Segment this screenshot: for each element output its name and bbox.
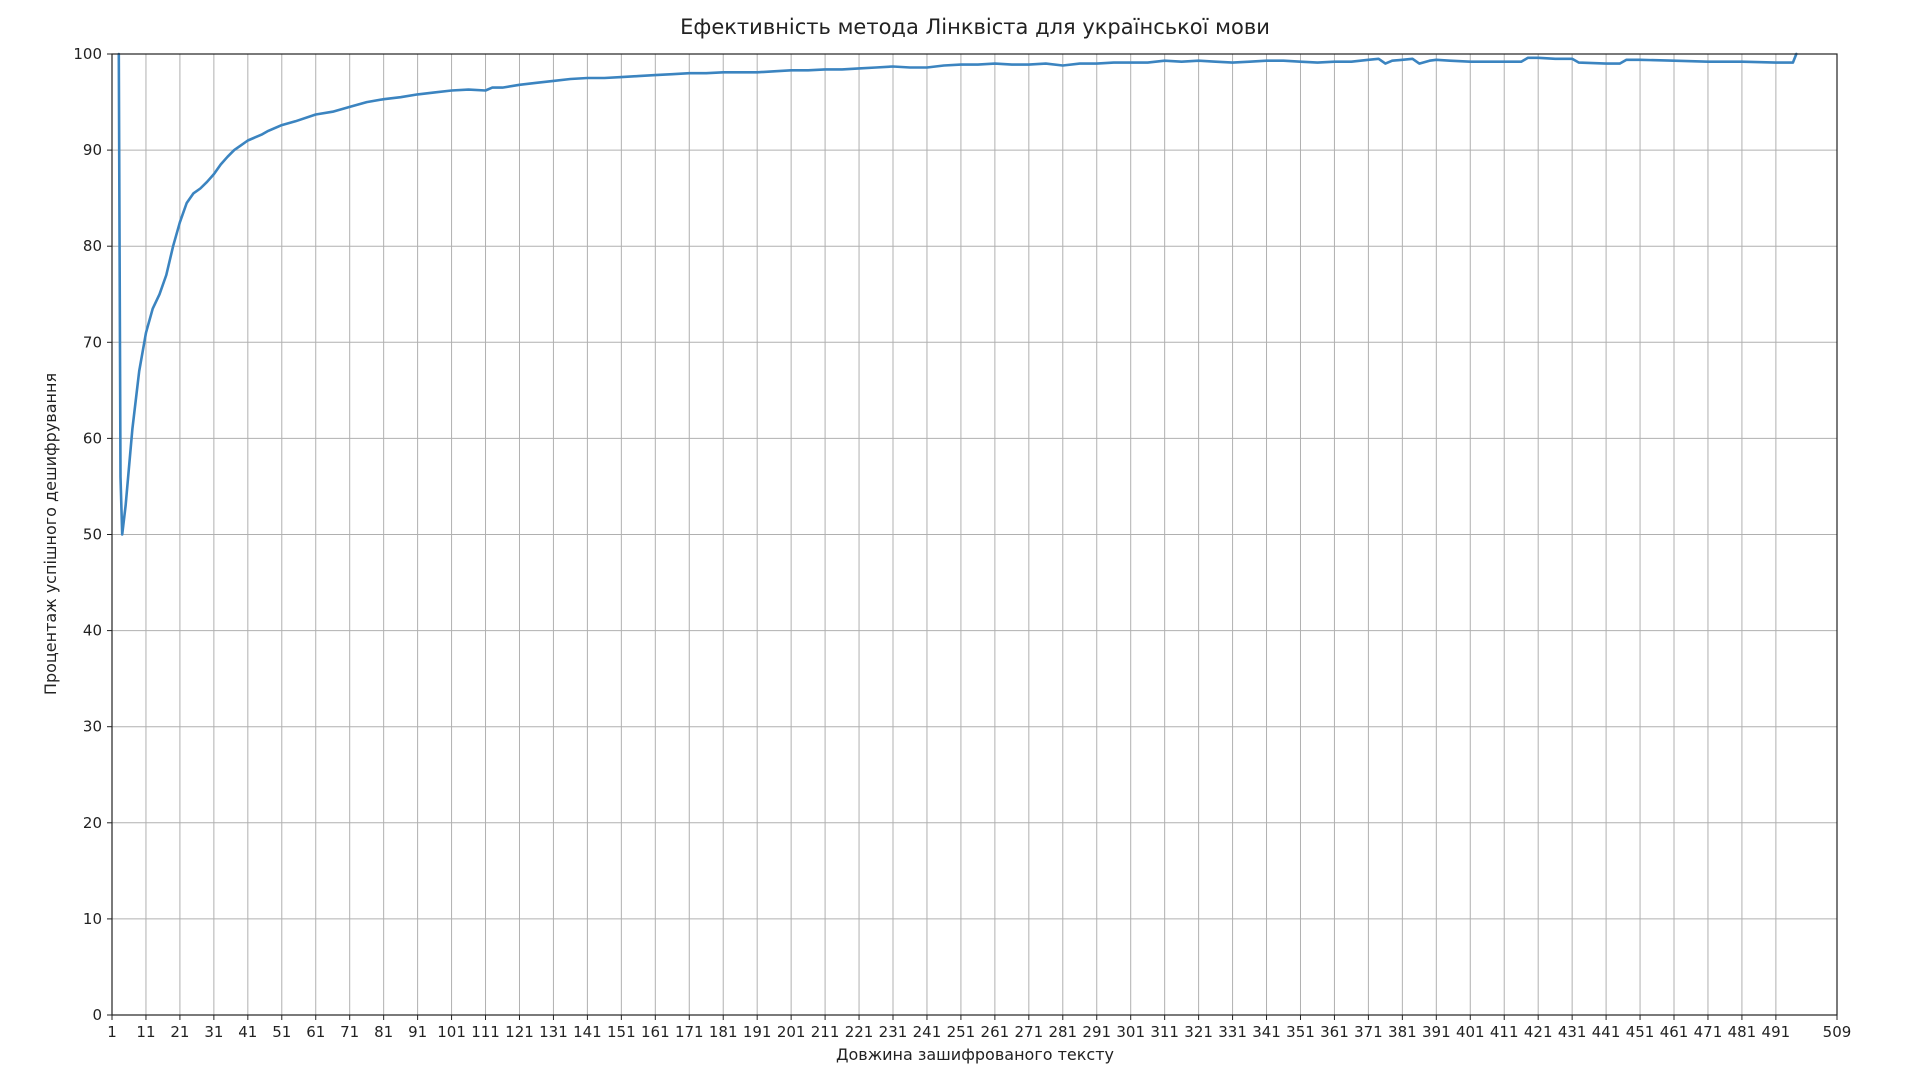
x-tick-label: 31 bbox=[204, 1023, 223, 1041]
x-tick-label: 141 bbox=[573, 1023, 602, 1041]
x-tick-label: 51 bbox=[272, 1023, 291, 1041]
x-tick-label: 111 bbox=[471, 1023, 500, 1041]
x-tick-label: 101 bbox=[437, 1023, 466, 1041]
y-tick-label: 80 bbox=[83, 237, 102, 255]
x-tick-label: 121 bbox=[505, 1023, 534, 1041]
x-tick-label: 401 bbox=[1456, 1023, 1485, 1041]
x-tick-label: 281 bbox=[1048, 1023, 1077, 1041]
x-tick-label: 251 bbox=[947, 1023, 976, 1041]
x-tick-label: 471 bbox=[1694, 1023, 1723, 1041]
x-tick-label: 301 bbox=[1116, 1023, 1145, 1041]
x-tick-label: 221 bbox=[845, 1023, 874, 1041]
x-tick-label: 91 bbox=[408, 1023, 427, 1041]
x-tick-label: 11 bbox=[136, 1023, 155, 1041]
x-tick-label: 509 bbox=[1823, 1023, 1852, 1041]
y-tick-label: 30 bbox=[83, 718, 102, 736]
x-tick-label: 181 bbox=[709, 1023, 738, 1041]
y-tick-label: 60 bbox=[83, 429, 102, 447]
y-tick-label: 10 bbox=[83, 910, 102, 928]
x-tick-label: 131 bbox=[539, 1023, 568, 1041]
x-tick-label: 341 bbox=[1252, 1023, 1281, 1041]
x-tick-label: 311 bbox=[1150, 1023, 1179, 1041]
x-tick-label: 481 bbox=[1728, 1023, 1757, 1041]
x-tick-label: 361 bbox=[1320, 1023, 1349, 1041]
x-tick-label: 331 bbox=[1218, 1023, 1247, 1041]
x-tick-label: 71 bbox=[340, 1023, 359, 1041]
y-tick-label: 50 bbox=[83, 526, 102, 544]
axis-ticks: 1 11 21 31 41 51 61 71 81 91 101 111 121 131 141 151 161… bbox=[73, 45, 1851, 1041]
x-tick-label: 461 bbox=[1660, 1023, 1689, 1041]
series-layer bbox=[117, 52, 1798, 536]
chart-title: Ефективність метода Лінквіста для україн… bbox=[680, 15, 1270, 39]
series-line bbox=[117, 52, 1798, 536]
x-tick-label: 231 bbox=[879, 1023, 908, 1041]
x-tick-label: 451 bbox=[1626, 1023, 1655, 1041]
x-tick-label: 41 bbox=[238, 1023, 257, 1041]
x-tick-label: 381 bbox=[1388, 1023, 1417, 1041]
x-tick-label: 291 bbox=[1082, 1023, 1111, 1041]
x-tick-label: 351 bbox=[1286, 1023, 1315, 1041]
y-tick-label: 0 bbox=[92, 1006, 102, 1024]
x-tick-label: 491 bbox=[1762, 1023, 1791, 1041]
x-tick-label: 61 bbox=[306, 1023, 325, 1041]
x-tick-label: 191 bbox=[743, 1023, 772, 1041]
y-tick-label: 100 bbox=[73, 45, 102, 63]
x-tick-label: 261 bbox=[981, 1023, 1010, 1041]
y-tick-label: 40 bbox=[83, 622, 102, 640]
x-tick-label: 201 bbox=[777, 1023, 806, 1041]
x-tick-label: 161 bbox=[641, 1023, 670, 1041]
x-axis-label: Довжина зашифрованого тексту bbox=[836, 1045, 1114, 1064]
x-tick-label: 371 bbox=[1354, 1023, 1383, 1041]
x-tick-label: 411 bbox=[1490, 1023, 1519, 1041]
x-tick-label: 441 bbox=[1592, 1023, 1621, 1041]
x-tick-label: 151 bbox=[607, 1023, 636, 1041]
x-tick-label: 171 bbox=[675, 1023, 704, 1041]
x-tick-label: 431 bbox=[1558, 1023, 1587, 1041]
x-tick-label: 1 bbox=[107, 1023, 117, 1041]
x-tick-label: 211 bbox=[811, 1023, 840, 1041]
x-tick-label: 421 bbox=[1524, 1023, 1553, 1041]
y-tick-label: 90 bbox=[83, 141, 102, 159]
y-axis-label: Процентаж успішного дешифрування bbox=[41, 373, 60, 695]
y-tick-label: 70 bbox=[83, 333, 102, 351]
x-tick-label: 21 bbox=[170, 1023, 189, 1041]
grid-lines bbox=[112, 54, 1837, 1015]
y-tick-label: 20 bbox=[83, 814, 102, 832]
x-tick-label: 391 bbox=[1422, 1023, 1451, 1041]
x-tick-label: 241 bbox=[913, 1023, 942, 1041]
x-tick-label: 81 bbox=[374, 1023, 393, 1041]
x-tick-label: 321 bbox=[1184, 1023, 1213, 1041]
x-tick-label: 271 bbox=[1015, 1023, 1044, 1041]
